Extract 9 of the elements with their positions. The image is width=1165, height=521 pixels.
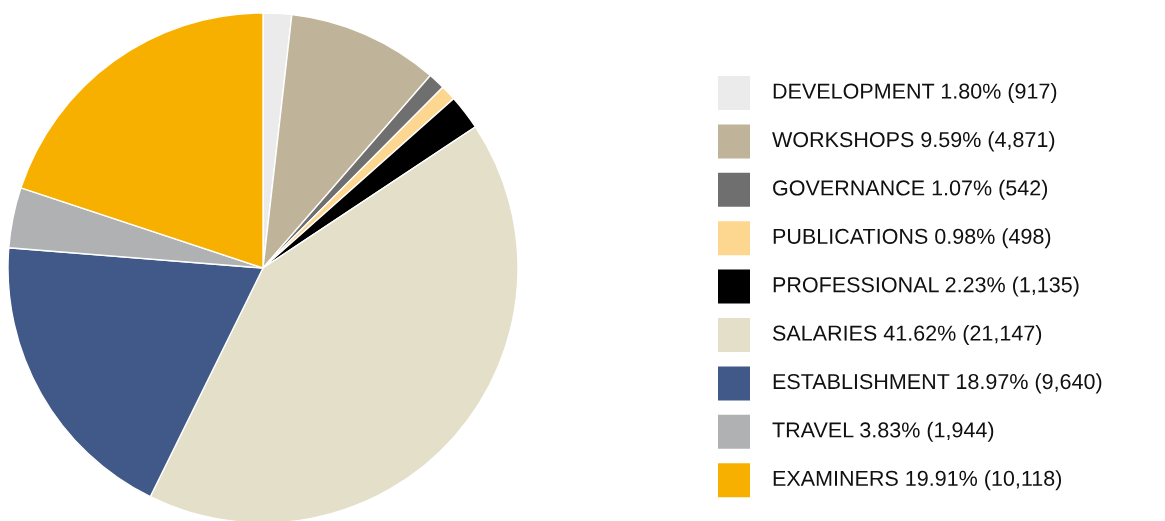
legend-label: PUBLICATIONS 0.98% (498) [773,228,1051,249]
legend-label: WORKSHOPS 9.59% (4,871) [772,131,1055,152]
legend-label: DEVELOPMENT 1.80% (917) [773,82,1057,104]
legend-label: GOVERNANCE 1.07% (542) [773,179,1048,200]
legend-label: PROFESSIONAL 2.23% (1,135) [773,276,1079,297]
legend-label: ESTABLISHMENT 18.97% (9,640) [773,373,1102,394]
legend-label: EXAMINERS 19.91% (10,118) [773,470,1062,491]
legend-label: SALARIES 41.62% (21,147) [772,324,1042,346]
legend-label: TRAVEL 3.83% (1,944) [772,421,994,442]
